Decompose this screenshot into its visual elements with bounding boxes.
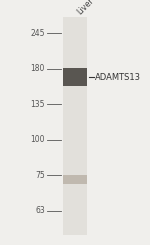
Bar xyxy=(63,175,87,184)
Text: 63: 63 xyxy=(35,206,45,215)
Text: 135: 135 xyxy=(30,100,45,109)
Text: 75: 75 xyxy=(35,171,45,180)
Text: ADAMTS13: ADAMTS13 xyxy=(95,73,141,82)
Bar xyxy=(63,17,87,235)
Text: Liver: Liver xyxy=(75,0,95,16)
Text: 245: 245 xyxy=(30,29,45,37)
Text: 100: 100 xyxy=(30,135,45,144)
Text: 180: 180 xyxy=(31,64,45,73)
Bar xyxy=(63,68,87,86)
